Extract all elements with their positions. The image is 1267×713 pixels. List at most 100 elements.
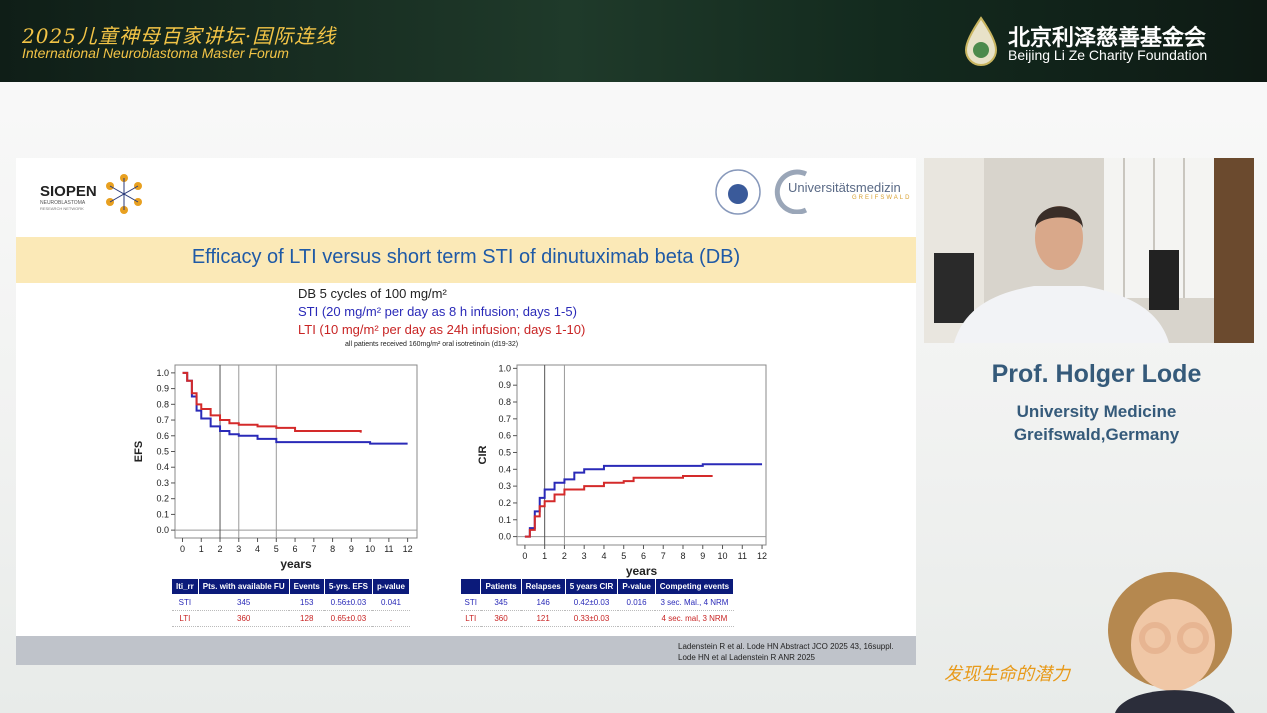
regimen-note: all patients received 160mg/m² oral isot… (345, 341, 519, 348)
banner: 2025儿童神母百家讲坛·国际连线 International Neurobla… (0, 0, 1267, 82)
umg-arc (774, 169, 808, 214)
table-header: Patients (480, 578, 522, 595)
plot-frame (174, 364, 418, 539)
survival-curve (524, 463, 763, 538)
table-cell: 121 (521, 610, 566, 627)
y-tick-label: 0.6 (498, 431, 511, 441)
y-tick-label: 0.2 (156, 494, 169, 504)
x-tick-label: 8 (330, 544, 335, 554)
x-tick-label: 10 (718, 551, 728, 561)
x-tick-label: 11 (384, 544, 393, 554)
org-name-en: Beijing Li Ze Charity Foundation (1008, 47, 1208, 63)
table-cell: 128 (289, 610, 325, 627)
table-cell: STI (460, 594, 481, 611)
slide-title: Efficacy of LTI versus short term STI of… (191, 246, 741, 268)
x-axis-label: years (280, 557, 312, 571)
x-tick-label: 12 (757, 551, 767, 561)
y-tick-label: 0.1 (498, 515, 511, 525)
y-tick-label: 1.0 (156, 368, 169, 378)
x-axis-label: years (626, 564, 658, 578)
x-tick-label: 4 (255, 544, 260, 554)
org-name-cn: 北京利泽慈善基金会 (1008, 25, 1207, 51)
y-tick-label: 0.9 (498, 380, 511, 390)
y-tick-label: 0.8 (498, 397, 511, 407)
y-tick-label: 0.5 (156, 447, 169, 457)
table-cell: 360 (480, 610, 522, 627)
x-tick-label: 7 (311, 544, 316, 554)
table-header: P-value (617, 578, 656, 595)
y-axis-label: EFS (133, 441, 145, 462)
table-cell: 0.33±0.03 (565, 610, 618, 627)
regimen-line: STI (20 mg/m² per day as 8 h infusion; d… (298, 304, 577, 319)
y-tick-label: 0.3 (498, 481, 511, 491)
table-cell: LTI (171, 610, 199, 627)
siopen-logo: SIOPEN (40, 183, 97, 200)
banner-title-cn: 2025儿童神母百家讲坛·国际连线 (22, 24, 337, 48)
x-tick-label: 9 (349, 544, 354, 554)
umg-logo: Universitätsmedizin (788, 180, 901, 195)
x-tick-label: 7 (661, 551, 666, 561)
x-tick-label: 0 (522, 551, 527, 561)
table-cell: 0.041 (372, 594, 410, 611)
x-tick-label: 2 (562, 551, 567, 561)
table-cell (617, 610, 656, 627)
table-cell: 0.65±0.03 (324, 610, 373, 627)
child-image (1108, 572, 1235, 713)
y-tick-label: 0.8 (156, 399, 169, 409)
x-tick-label: 1 (542, 551, 547, 561)
table-header: p-value (371, 578, 411, 595)
y-tick-label: 0.1 (156, 509, 169, 519)
x-tick-label: 4 (601, 551, 606, 561)
speaker-affiliation: Greifswald,Germany (1013, 425, 1180, 444)
siopen-sub: RESEARCH NETWORK (40, 206, 84, 211)
table-wrap: lti_rr Pts. with available FU Events 5-yrs.… (171, 578, 411, 627)
table-cell: 153 (289, 594, 325, 611)
results-table: lti_rr Pts. with available FU Events 5-yrs.… (171, 578, 411, 627)
table-cell: STI (171, 594, 199, 611)
y-tick-label: 0.3 (156, 478, 169, 488)
x-tick-label: 1 (199, 544, 204, 554)
speaker-video (924, 158, 1254, 343)
table-header: lti_rr (171, 578, 199, 595)
table-cell: 146 (521, 594, 566, 611)
reference: Ladenstein R et al. Lode HN Abstract JCO… (678, 642, 894, 651)
y-tick-label: 0.0 (156, 525, 169, 535)
table-cell: 3 sec. Mal., 4 NRM (655, 594, 734, 611)
x-tick-label: 9 (700, 551, 705, 561)
y-tick-label: 0.0 (498, 532, 511, 542)
table-cell: 0.56±0.03 (324, 594, 373, 611)
reference: Lode HN et al Ladenstein R ANR 2025 (678, 653, 815, 662)
umg-sub: GREIFSWALD (852, 195, 912, 201)
plot-frame (516, 364, 767, 546)
y-tick-label: 0.5 (498, 447, 511, 457)
table-header: Pts. with available FU (197, 578, 290, 595)
siopen-stars (106, 174, 142, 214)
efs-chart: 0.00.10.20.30.40.50.60.70.80.91.00 1 2 3 4 5 6… (133, 364, 418, 571)
table-header: 5-yrs. EFS (323, 578, 373, 595)
table-cell: . (372, 610, 410, 627)
speaker-name: Prof. Holger Lode (991, 360, 1202, 388)
y-tick-label: 0.2 (498, 498, 511, 508)
title-band: Efficacy of LTI versus short term STI of… (16, 237, 916, 283)
table-header: 5 years CIR (564, 578, 619, 595)
x-tick-label: 10 (365, 544, 375, 554)
survival-curve (182, 371, 408, 445)
table-cell: 0.42±0.03 (565, 594, 618, 611)
y-tick-label: 0.7 (156, 415, 169, 425)
slogan: 发现生命的潜力 (944, 664, 1070, 685)
foundation-logo (964, 16, 998, 66)
cir-chart: 0.00.10.20.30.40.50.60.70.80.91.00 1 2 3 4 5 6… (477, 363, 767, 578)
x-tick-label: 2 (218, 544, 223, 554)
survival-curve (524, 475, 713, 538)
x-tick-label: 0 (180, 544, 185, 554)
clinic-seal (715, 169, 761, 215)
table-header: Events (288, 578, 325, 595)
speaker-affiliation: University Medicine (1016, 402, 1177, 421)
y-tick-label: 0.7 (498, 414, 511, 424)
y-tick-label: 0.6 (156, 431, 169, 441)
x-tick-label: 6 (641, 551, 646, 561)
table-cell: 0.016 (617, 594, 656, 611)
x-tick-label: 11 (738, 551, 747, 561)
y-tick-label: 1.0 (498, 363, 511, 373)
